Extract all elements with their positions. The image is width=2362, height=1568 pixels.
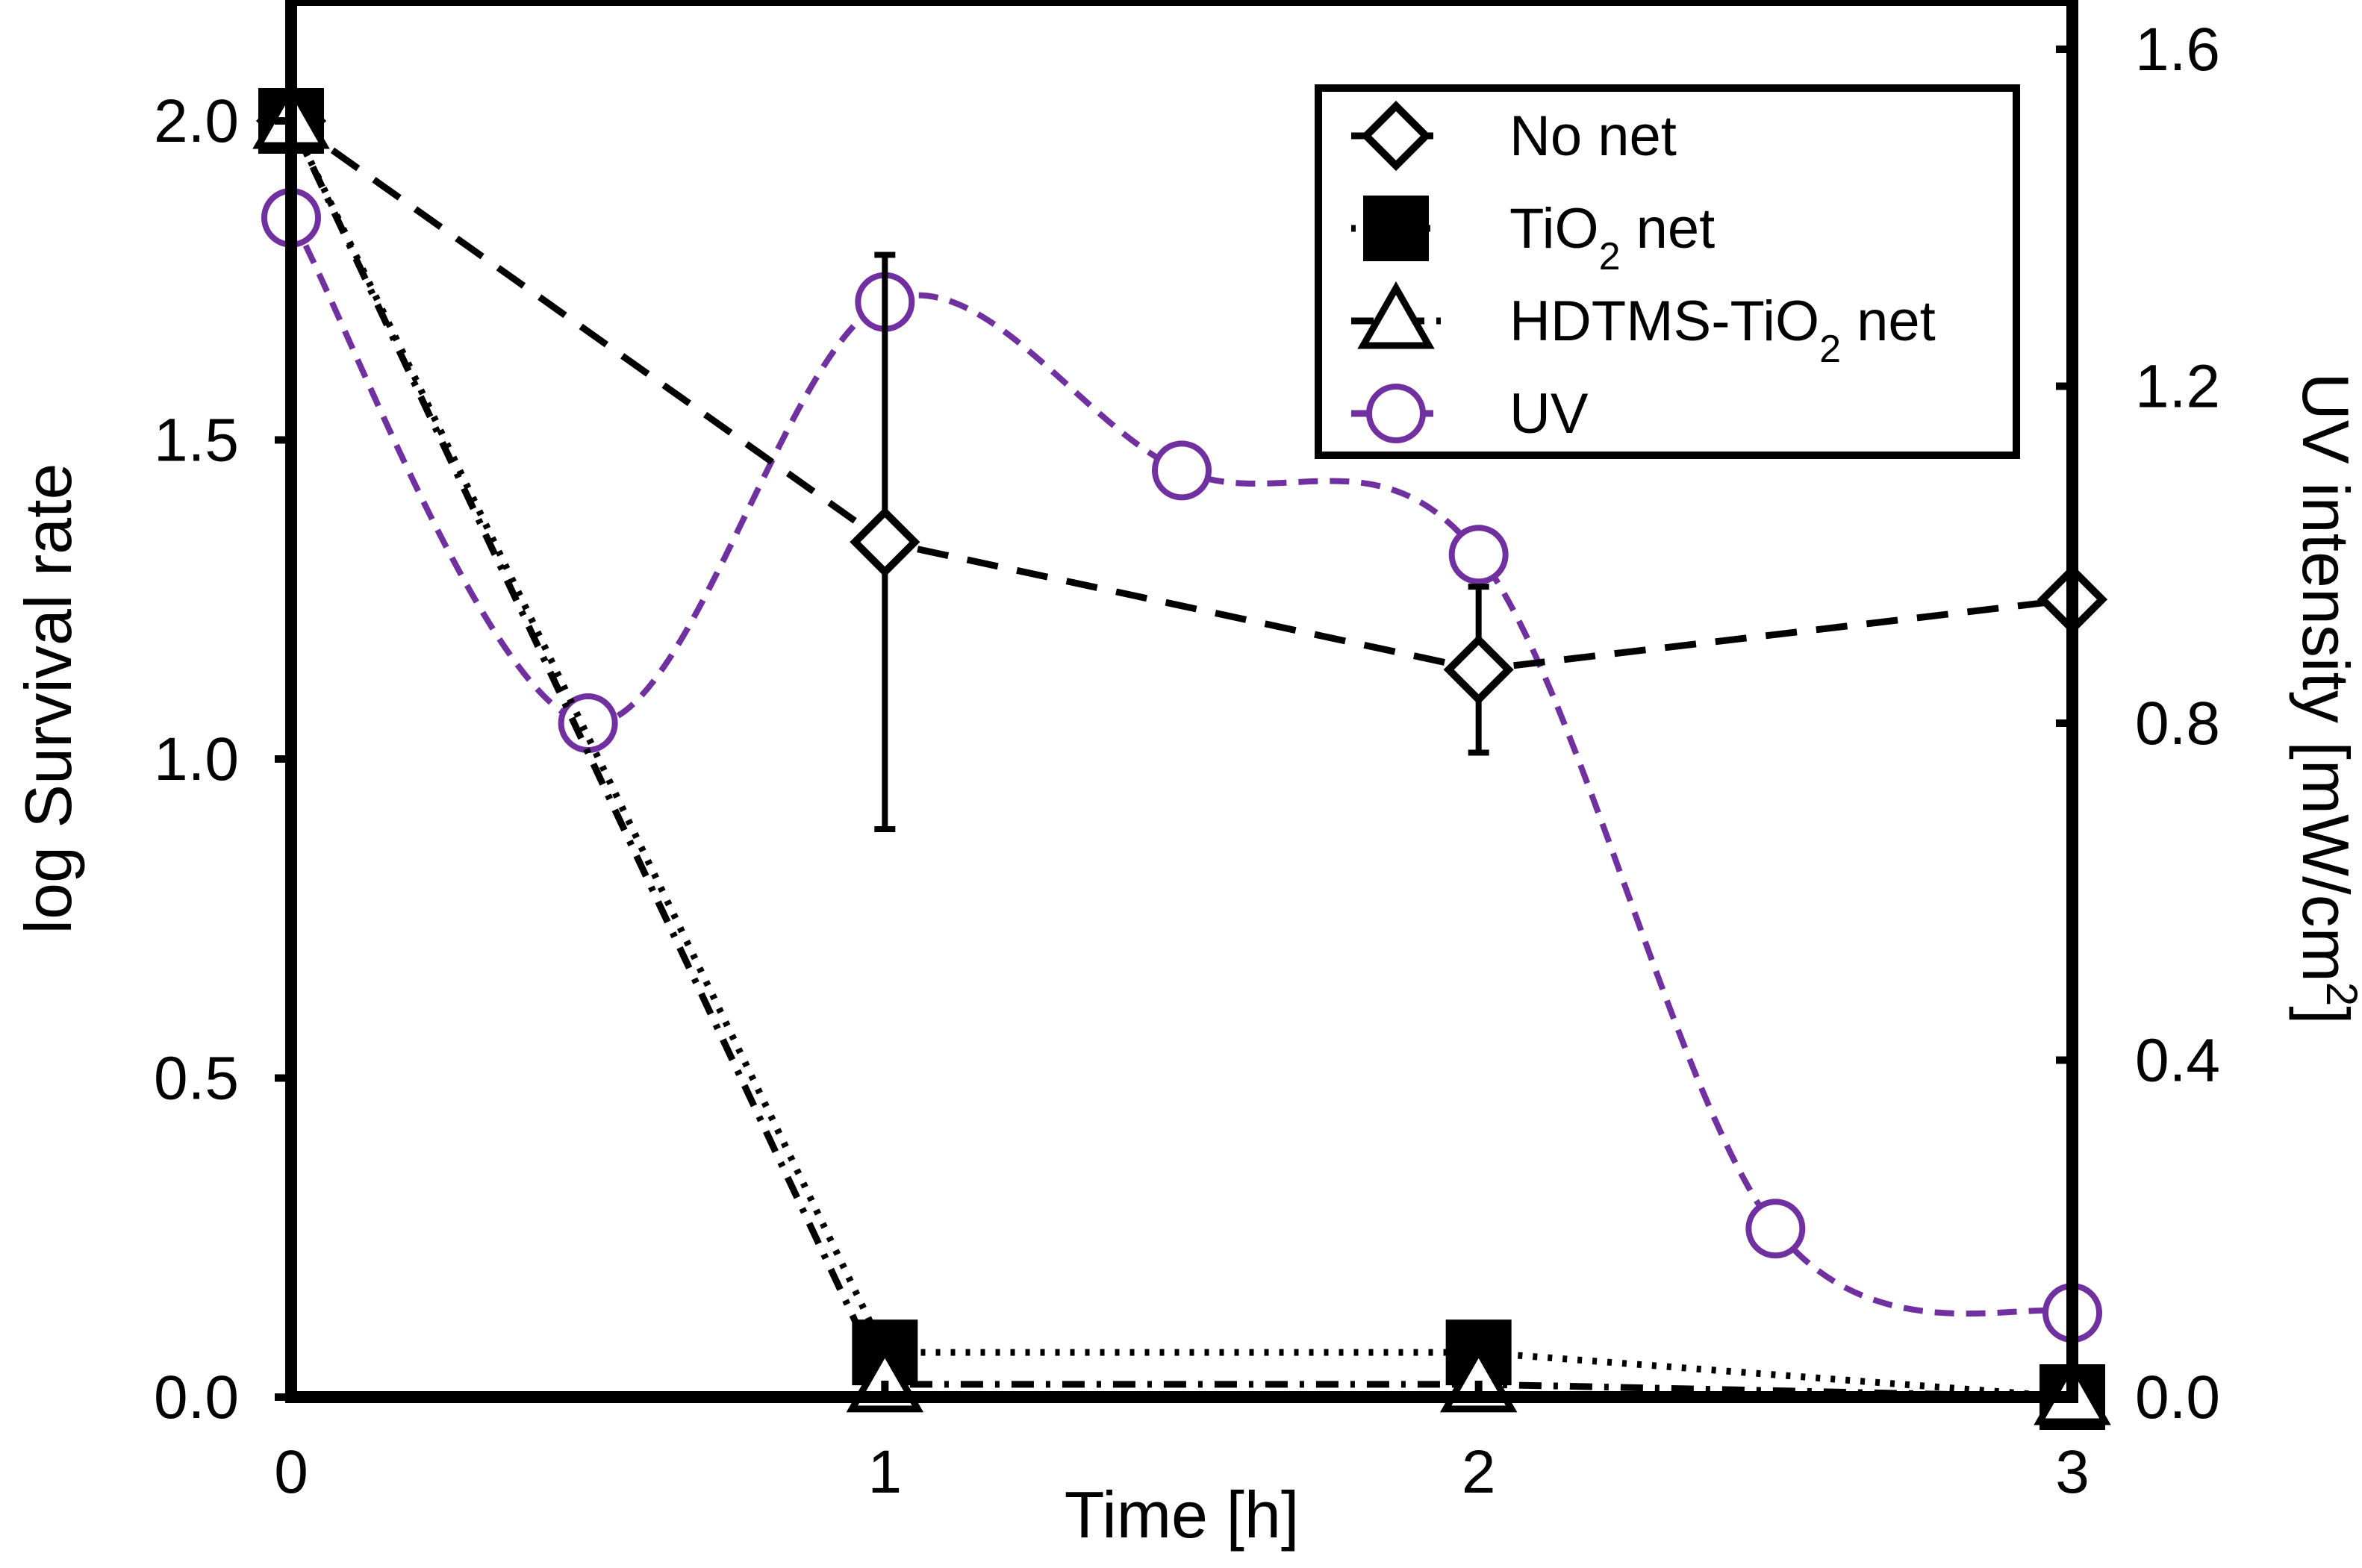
legend-label-main: UV [1509,382,1589,446]
x-tick-label: 3 [2055,1438,2090,1506]
legend-label-tail: net [1841,290,1936,353]
legend-marker [1369,387,1423,440]
y2-title-sup: 2 [2318,982,2362,1006]
x-axis-title: Time [h] [1065,1478,1300,1552]
y2-tick-label: 1.6 [2135,16,2220,84]
legend-label: No net [1509,104,1677,168]
legend-marker [1363,196,1429,261]
data-point [1748,1202,1802,1255]
x-tick-label: 1 [868,1438,903,1506]
data-point [1155,443,1209,497]
y2-title-tail: ] [2289,1006,2362,1024]
legend-label-main: No net [1509,104,1677,168]
legend-label-subscript: 2 [1819,328,1841,371]
x-tick-label: 0 [274,1438,308,1506]
legend-label-main: HDTMS-TiO [1509,290,1819,353]
data-point [1452,528,1506,581]
legend-label-main: TiO [1509,197,1599,260]
y-axis-title: log Survival rate [11,463,85,934]
data-point [1449,640,1509,699]
legend-label-tail: net [1621,197,1716,260]
y-tick-label: 1.5 [154,407,239,475]
y2-title-main: UV intensity [mW/cm [2289,372,2362,982]
legend-label: UV [1509,382,1589,446]
y2-tick-label: 1.2 [2135,353,2220,421]
y2-tick-label: 0.0 [2135,1364,2220,1431]
y-tick-label: 2.0 [154,87,239,155]
x-tick-label: 2 [1462,1438,1496,1506]
y2-tick-label: 0.4 [2135,1027,2220,1095]
y-tick-label: 1.0 [154,725,239,793]
y-tick-label: 0.5 [154,1045,239,1113]
legend-label-subscript: 2 [1599,235,1621,278]
y2-axis-title: UV intensity [mW/cm2] [2289,372,2362,1024]
y2-tick-label: 0.8 [2135,690,2220,758]
data-point [855,512,914,572]
y-tick-label: 0.0 [154,1364,239,1431]
